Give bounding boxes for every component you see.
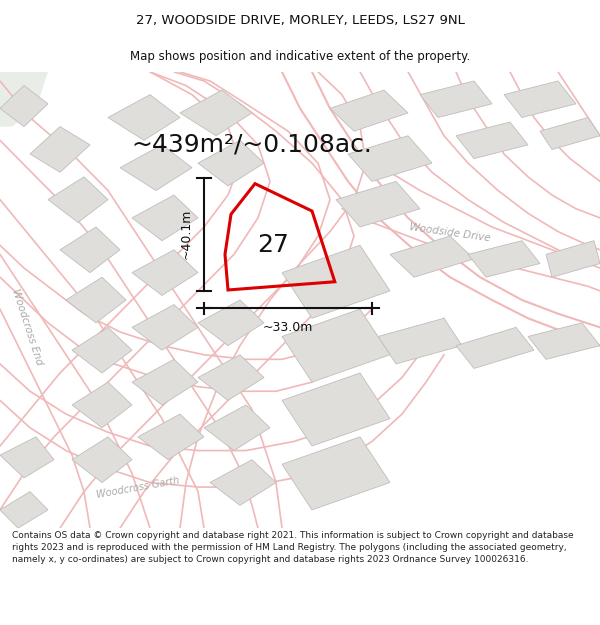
Text: ~33.0m: ~33.0m — [263, 321, 313, 334]
Polygon shape — [0, 72, 48, 127]
Polygon shape — [72, 437, 132, 483]
Polygon shape — [48, 177, 108, 222]
Polygon shape — [336, 181, 420, 227]
Polygon shape — [132, 195, 198, 241]
Polygon shape — [540, 118, 600, 149]
Polygon shape — [132, 304, 198, 350]
Polygon shape — [348, 136, 432, 181]
Polygon shape — [72, 382, 132, 428]
Polygon shape — [282, 245, 390, 318]
Text: Contains OS data © Crown copyright and database right 2021. This information is : Contains OS data © Crown copyright and d… — [12, 531, 574, 564]
Polygon shape — [546, 241, 600, 278]
Polygon shape — [282, 437, 390, 510]
Polygon shape — [504, 81, 576, 118]
Polygon shape — [456, 122, 528, 159]
Polygon shape — [66, 278, 126, 322]
Polygon shape — [198, 140, 264, 186]
Text: Woodcross End: Woodcross End — [10, 288, 44, 367]
Text: 27, WOODSIDE DRIVE, MORLEY, LEEDS, LS27 9NL: 27, WOODSIDE DRIVE, MORLEY, LEEDS, LS27 … — [136, 14, 464, 27]
Polygon shape — [180, 90, 252, 136]
Polygon shape — [0, 437, 54, 478]
Polygon shape — [420, 81, 492, 118]
Polygon shape — [456, 328, 534, 368]
Polygon shape — [108, 94, 180, 140]
Polygon shape — [528, 322, 600, 359]
Polygon shape — [204, 405, 270, 451]
Text: Map shows position and indicative extent of the property.: Map shows position and indicative extent… — [130, 49, 470, 62]
Polygon shape — [0, 86, 48, 127]
Polygon shape — [30, 127, 90, 173]
Text: Woodcross Garth: Woodcross Garth — [96, 476, 180, 500]
Text: 27: 27 — [257, 233, 289, 258]
Polygon shape — [330, 90, 408, 131]
Polygon shape — [468, 241, 540, 278]
Polygon shape — [60, 227, 120, 272]
Text: ~439m²/~0.108ac.: ~439m²/~0.108ac. — [131, 133, 373, 157]
Polygon shape — [390, 236, 474, 278]
Polygon shape — [138, 414, 204, 460]
Polygon shape — [120, 145, 192, 191]
Polygon shape — [282, 309, 390, 382]
Polygon shape — [282, 373, 390, 446]
Polygon shape — [132, 250, 198, 296]
Polygon shape — [132, 359, 198, 405]
Polygon shape — [378, 318, 462, 364]
Text: Woodside Drive: Woodside Drive — [409, 222, 491, 243]
Polygon shape — [210, 460, 276, 505]
Polygon shape — [198, 355, 264, 401]
Polygon shape — [198, 300, 264, 346]
Polygon shape — [72, 328, 132, 373]
Text: ~40.1m: ~40.1m — [179, 209, 193, 259]
Polygon shape — [0, 492, 48, 528]
